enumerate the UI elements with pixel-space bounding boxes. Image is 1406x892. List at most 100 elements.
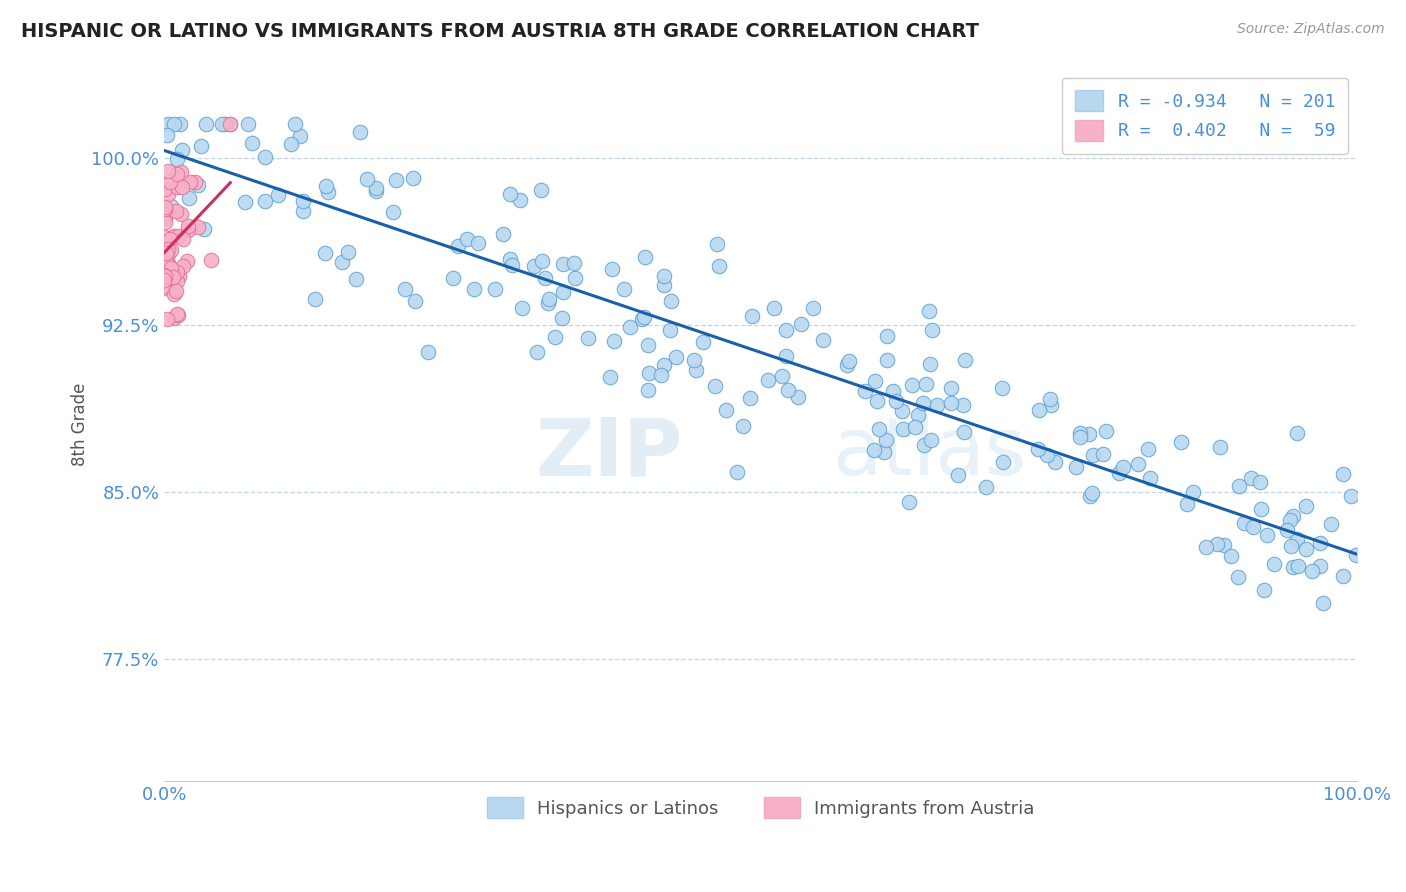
Point xyxy=(531,254,554,268)
Point xyxy=(291,203,314,218)
Point xyxy=(364,185,387,199)
Point xyxy=(456,232,478,246)
Point xyxy=(1286,559,1309,574)
Point xyxy=(219,117,242,131)
Point xyxy=(1078,489,1101,503)
Point xyxy=(467,236,489,251)
Point xyxy=(991,381,1014,395)
Point xyxy=(163,273,186,287)
Point xyxy=(775,323,797,337)
Y-axis label: 8th Grade: 8th Grade xyxy=(72,383,89,467)
Point xyxy=(163,286,186,301)
Point xyxy=(526,345,548,359)
Point xyxy=(682,352,704,367)
Point xyxy=(890,404,912,418)
Point xyxy=(537,296,560,310)
Point xyxy=(160,199,183,213)
Point xyxy=(267,188,290,202)
Point xyxy=(741,309,763,323)
Point xyxy=(214,117,236,131)
Text: HISPANIC OR LATINO VS IMMIGRANTS FROM AUSTRIA 8TH GRADE CORRELATION CHART: HISPANIC OR LATINO VS IMMIGRANTS FROM AU… xyxy=(21,22,979,41)
Point xyxy=(637,337,659,351)
Point xyxy=(907,409,929,423)
Point xyxy=(1039,392,1062,406)
Point xyxy=(1209,440,1232,454)
Point xyxy=(163,274,186,288)
Point xyxy=(912,396,935,410)
Point xyxy=(1206,537,1229,551)
Point xyxy=(159,175,181,189)
Point xyxy=(236,117,259,131)
Point xyxy=(1026,442,1049,457)
Point xyxy=(1250,502,1272,516)
Point xyxy=(280,137,302,152)
Point xyxy=(652,278,675,293)
Point xyxy=(163,310,186,325)
Point xyxy=(921,323,943,337)
Point xyxy=(163,228,186,243)
Point xyxy=(155,246,177,260)
Point xyxy=(1286,532,1309,546)
Point xyxy=(187,219,209,234)
Point xyxy=(166,168,188,182)
Point xyxy=(786,390,808,404)
Point xyxy=(153,211,176,225)
Point xyxy=(156,311,179,326)
Point xyxy=(1036,448,1059,462)
Point xyxy=(778,383,800,397)
Point xyxy=(153,268,176,283)
Point xyxy=(884,393,907,408)
Point xyxy=(404,294,426,309)
Point xyxy=(394,282,416,296)
Point xyxy=(157,187,180,202)
Point xyxy=(634,251,657,265)
Point xyxy=(195,117,218,131)
Point xyxy=(664,350,686,364)
Point xyxy=(530,183,553,197)
Point xyxy=(763,301,786,315)
Point xyxy=(190,138,212,153)
Point xyxy=(1263,557,1285,571)
Point xyxy=(344,271,367,285)
Point xyxy=(1233,516,1256,530)
Point xyxy=(659,322,682,336)
Point xyxy=(1340,489,1362,503)
Point xyxy=(603,334,626,348)
Point xyxy=(156,259,179,273)
Point xyxy=(1253,582,1275,597)
Point xyxy=(170,180,193,194)
Text: ZIP: ZIP xyxy=(536,414,683,492)
Point xyxy=(758,373,780,387)
Point xyxy=(316,186,339,200)
Point xyxy=(157,256,180,270)
Point xyxy=(838,353,860,368)
Point xyxy=(1301,564,1323,578)
Point xyxy=(291,194,314,208)
Point xyxy=(385,172,408,186)
Point xyxy=(925,398,948,412)
Point xyxy=(1309,558,1331,573)
Point xyxy=(1295,499,1317,513)
Point xyxy=(284,117,307,131)
Point xyxy=(218,117,240,131)
Point xyxy=(170,143,193,157)
Point xyxy=(484,282,506,296)
Point xyxy=(153,214,176,228)
Point xyxy=(447,239,470,253)
Point xyxy=(866,393,889,408)
Point xyxy=(553,285,575,299)
Point xyxy=(576,331,599,345)
Point xyxy=(974,480,997,494)
Point xyxy=(770,368,793,383)
Point xyxy=(652,268,675,283)
Point xyxy=(167,269,190,284)
Point xyxy=(155,203,177,218)
Point xyxy=(153,207,176,221)
Point xyxy=(1279,539,1302,553)
Point xyxy=(703,379,725,393)
Point xyxy=(1249,475,1271,490)
Point xyxy=(1320,516,1343,531)
Point xyxy=(876,328,898,343)
Point xyxy=(537,293,560,307)
Point xyxy=(523,259,546,273)
